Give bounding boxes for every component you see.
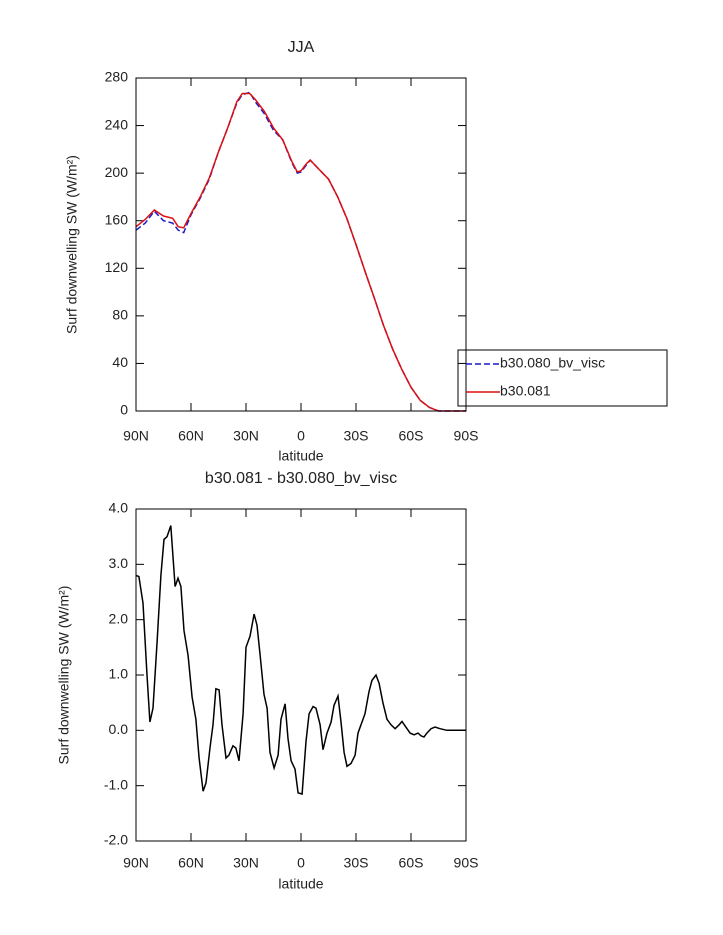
x-tick-label: 60N (178, 855, 204, 871)
y-tick-label: 120 (105, 259, 129, 275)
x-tick-label: 0 (297, 428, 305, 444)
x-tick-label: 30N (233, 855, 259, 871)
x-tick-label: 0 (297, 855, 305, 871)
y-tick-label: 3.0 (109, 555, 129, 571)
y-tick-label: 40 (112, 354, 128, 370)
x-tick-label: 30S (344, 428, 369, 444)
x-axis-label: latitude (278, 448, 323, 464)
y-tick-label: -2.0 (104, 832, 128, 848)
plot-frame (135, 508, 467, 842)
x-tick-label: 60N (178, 428, 204, 444)
x-axis-label: latitude (278, 876, 323, 892)
y-tick-label: 2.0 (109, 610, 129, 626)
legend-box (457, 349, 668, 407)
x-tick-label: 30S (344, 855, 369, 871)
x-tick-label: 90S (454, 428, 479, 444)
y-tick-label: -1.0 (104, 776, 128, 792)
x-tick-label: 90N (123, 428, 149, 444)
y-axis-label: Surf downwelling SW (W/m²) (56, 586, 72, 765)
y-tick-label: 4.0 (109, 500, 129, 516)
y-axis-label: Surf downwelling SW (W/m²) (64, 155, 80, 334)
data-line (135, 91, 466, 412)
y-tick-label: 200 (105, 164, 129, 180)
y-tick-label: 240 (105, 116, 129, 132)
y-tick-label: 160 (105, 211, 129, 227)
data-line (135, 92, 466, 412)
x-tick-label: 90N (123, 855, 149, 871)
x-tick-label: 90S (454, 855, 479, 871)
legend-label: b30.080_bv_visc (500, 355, 605, 371)
x-tick-label: 30N (233, 428, 259, 444)
y-tick-label: 80 (112, 307, 128, 323)
y-tick-label: 280 (105, 69, 129, 85)
y-tick-label: 0 (120, 402, 128, 418)
y-tick-label: 1.0 (109, 666, 129, 682)
x-tick-label: 60S (399, 855, 424, 871)
x-tick-label: 60S (399, 428, 424, 444)
plot-frame (135, 77, 467, 412)
chart-title: JJA (288, 39, 315, 56)
y-tick-label: 0.0 (109, 721, 129, 737)
data-line (135, 525, 466, 795)
chart-title: b30.081 - b30.080_bv_visc (205, 470, 397, 487)
legend-label: b30.081 (500, 383, 551, 399)
